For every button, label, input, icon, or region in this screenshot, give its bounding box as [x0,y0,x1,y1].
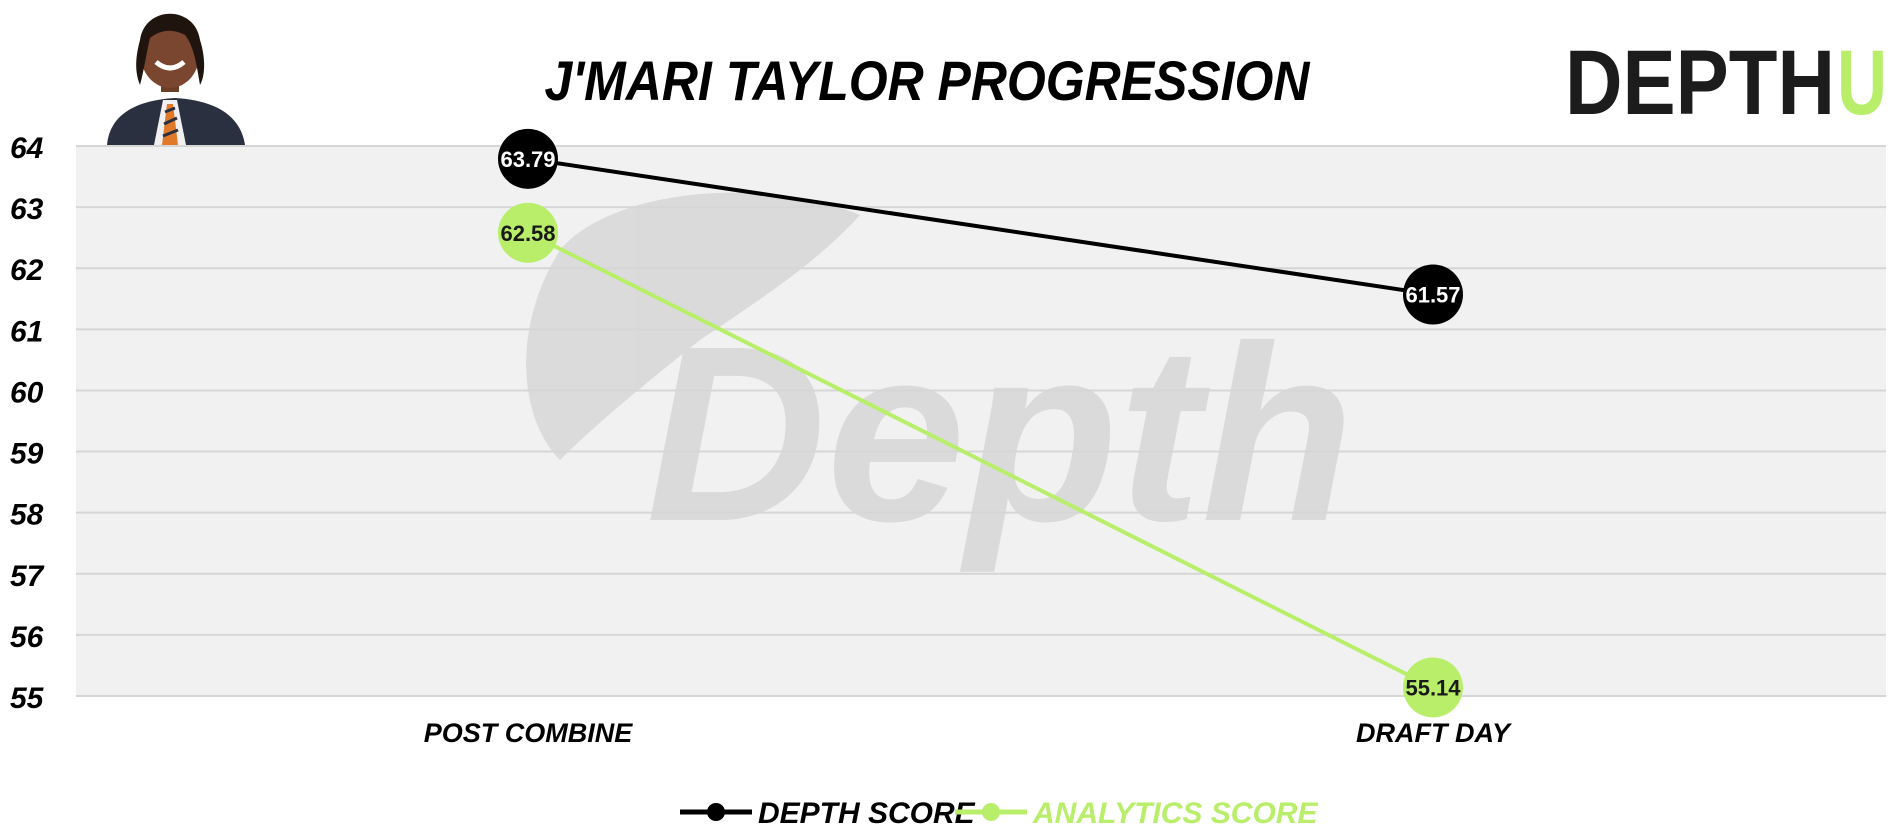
y-tick-label: 56 [10,621,44,654]
data-label: 62.58 [500,221,555,246]
y-tick-label: 62 [10,254,44,287]
plot-background [76,146,1886,696]
gridlines [76,145,1886,697]
y-tick-label: 60 [10,376,44,409]
series-line [527,230,1434,690]
y-axis-ticks: 55 56 57 58 59 60 61 62 63 64 [10,132,45,715]
y-tick-label: 64 [10,132,44,165]
depth-watermark: Depth [526,192,1354,573]
legend: DEPTH SCORE ANALYTICS SCORE [680,797,1318,830]
logo-text: DEPTH [1565,32,1835,134]
series-line [527,156,1434,297]
data-series: 62.58 55.14 63.79 61.57 [498,128,1463,718]
legend-marker [707,803,725,821]
legend-label: ANALYTICS SCORE [1032,797,1318,830]
y-tick-label: 61 [10,315,43,348]
depthu-logo: DEPTH U [1565,32,1887,134]
y-tick-label: 57 [10,560,45,593]
data-point [1403,657,1463,718]
legend-label: DEPTH SCORE [758,797,976,830]
data-label: 61.57 [1405,283,1460,308]
y-tick-label: 58 [10,499,44,532]
data-label: 63.79 [500,147,555,172]
data-point [498,128,558,189]
y-tick-label: 55 [10,682,45,715]
y-tick-label: 59 [10,438,44,471]
chart-title: J'MARI TAYLOR PROGRESSION [545,49,1311,112]
data-point [498,202,558,263]
logo-accent: U [1837,32,1887,134]
data-point [1403,264,1463,325]
data-label: 55.14 [1405,675,1461,700]
watermark-text: Depth [646,294,1354,573]
player-headshot [107,13,245,145]
x-axis-ticks: POST COMBINE DRAFT DAY [424,718,1513,748]
x-tick-label: DRAFT DAY [1356,718,1513,748]
legend-marker [982,803,1000,821]
watermark-football-shape [526,192,860,460]
y-tick-label: 63 [10,193,44,226]
x-tick-label: POST COMBINE [424,718,634,748]
